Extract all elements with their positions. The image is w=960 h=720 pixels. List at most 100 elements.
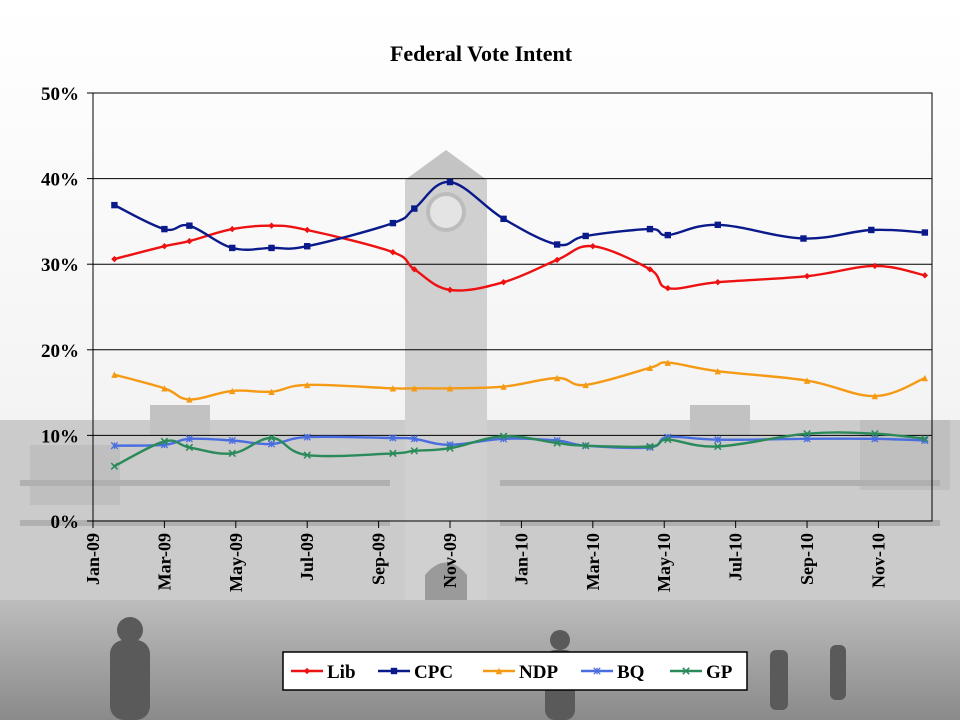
data-point-lib xyxy=(500,278,507,286)
x-tick-label: Mar-10 xyxy=(583,533,603,590)
y-tick-label: 0% xyxy=(51,512,80,533)
y-tick-label: 20% xyxy=(41,341,79,362)
data-point-cpc xyxy=(304,243,311,250)
data-point-cpc xyxy=(664,231,672,239)
data-point-ndp xyxy=(500,383,507,390)
legend-item-cpc: CPC xyxy=(378,662,453,683)
data-point-bq xyxy=(303,433,311,441)
x-tick-label: Jul-09 xyxy=(297,533,317,581)
data-point-gp xyxy=(228,449,236,458)
data-point-lib xyxy=(389,249,397,256)
plot-border xyxy=(92,92,933,522)
data-point-gp xyxy=(921,435,929,443)
data-point-ndp xyxy=(161,385,168,392)
data-point-bq xyxy=(389,434,397,442)
data-point-gp xyxy=(581,441,590,450)
data-point-lib xyxy=(304,226,311,234)
x-tick-label: Nov-10 xyxy=(868,533,888,588)
data-point-lib xyxy=(646,266,654,273)
data-point-ndp xyxy=(714,368,721,375)
x-tick-label: Sep-10 xyxy=(797,533,817,585)
data-point-cpc xyxy=(161,225,168,233)
y-tick-label: 40% xyxy=(41,170,79,191)
data-point-bq xyxy=(228,436,236,445)
data-point-gp xyxy=(185,443,194,452)
x-tick-label: Jan-09 xyxy=(83,533,103,585)
data-point-gp xyxy=(871,429,879,438)
plot-background xyxy=(93,93,932,521)
data-point-lib xyxy=(589,243,597,250)
data-point-ndp xyxy=(268,388,275,395)
y-tick-label: 50% xyxy=(41,84,79,105)
data-point-lib xyxy=(803,272,811,280)
data-point-lib xyxy=(411,266,418,273)
data-point-cpc xyxy=(553,241,561,248)
data-point-cpc xyxy=(186,222,193,229)
data-point-ndp xyxy=(553,374,561,382)
legend-label-lib: Lib xyxy=(327,662,356,683)
plot-area: 0% 10% 20% 30% 40% 50% Jan-09 Mar-09 May-09 Jul-0… xyxy=(41,84,933,592)
data-point-ndp xyxy=(803,377,811,384)
data-point-ndp xyxy=(664,359,672,366)
data-point-lib xyxy=(871,262,879,270)
data-point-ndp xyxy=(229,387,236,395)
data-point-lib xyxy=(186,237,193,245)
legend-label-gp: GP xyxy=(706,662,733,683)
series-cpc xyxy=(111,178,929,252)
legend-label-bq: BQ xyxy=(617,662,644,683)
series-line-gp xyxy=(113,431,927,468)
data-point-gp xyxy=(110,462,119,470)
data-point-gp xyxy=(160,437,169,446)
data-point-cpc xyxy=(646,225,654,233)
data-point-gp xyxy=(664,435,672,444)
data-point-gp xyxy=(267,434,276,442)
data-point-ndp xyxy=(871,392,879,400)
legend: Lib CPC NDP BQ GP xyxy=(282,651,748,691)
legend-marker-cpc xyxy=(390,667,398,675)
data-point-cpc xyxy=(800,235,807,242)
series-line-ndp xyxy=(113,361,927,401)
data-point-lib xyxy=(664,284,672,292)
legend-marker-ndp xyxy=(495,667,503,675)
legend-item-gp: GP xyxy=(670,662,733,683)
data-point-gp xyxy=(553,439,561,447)
data-point-lib xyxy=(553,256,561,264)
series-line-bq xyxy=(113,435,927,450)
data-point-cpc xyxy=(111,201,118,209)
data-point-cpc xyxy=(921,229,929,236)
legend-label-cpc: CPC xyxy=(414,662,453,683)
data-point-ndp xyxy=(111,371,118,378)
legend-marker-bq xyxy=(593,667,601,675)
legend-item-lib: Lib xyxy=(291,662,356,683)
x-tick-label: Jul-10 xyxy=(726,533,746,581)
data-point-lib xyxy=(268,222,275,229)
data-point-gp xyxy=(303,451,311,459)
x-tick-label: May-10 xyxy=(654,533,674,592)
data-point-ndp xyxy=(186,396,193,403)
data-point-gp xyxy=(803,429,811,438)
y-tick-label: 30% xyxy=(41,255,79,276)
legend-marker-gp xyxy=(682,667,690,675)
data-point-bq xyxy=(714,436,722,444)
chart-title: Federal Vote Intent xyxy=(390,41,573,66)
series-lib xyxy=(111,222,929,294)
data-point-ndp xyxy=(921,374,929,382)
x-tick-label: May-09 xyxy=(226,533,246,592)
data-point-gp xyxy=(446,444,454,452)
legend-item-ndp: NDP xyxy=(483,662,558,683)
data-point-gp xyxy=(410,447,419,455)
x-tick-label: Mar-09 xyxy=(154,533,174,590)
data-point-gp xyxy=(389,449,397,458)
data-point-ndp xyxy=(582,381,589,389)
series-ndp xyxy=(111,359,929,403)
data-point-cpc xyxy=(229,244,236,252)
y-tick-label: 10% xyxy=(41,426,79,447)
data-point-bq xyxy=(185,435,194,443)
data-point-cpc xyxy=(411,205,418,212)
data-point-gp xyxy=(646,442,654,451)
data-point-lib xyxy=(714,278,721,286)
data-point-bq xyxy=(110,442,119,450)
series-gp xyxy=(110,429,929,470)
